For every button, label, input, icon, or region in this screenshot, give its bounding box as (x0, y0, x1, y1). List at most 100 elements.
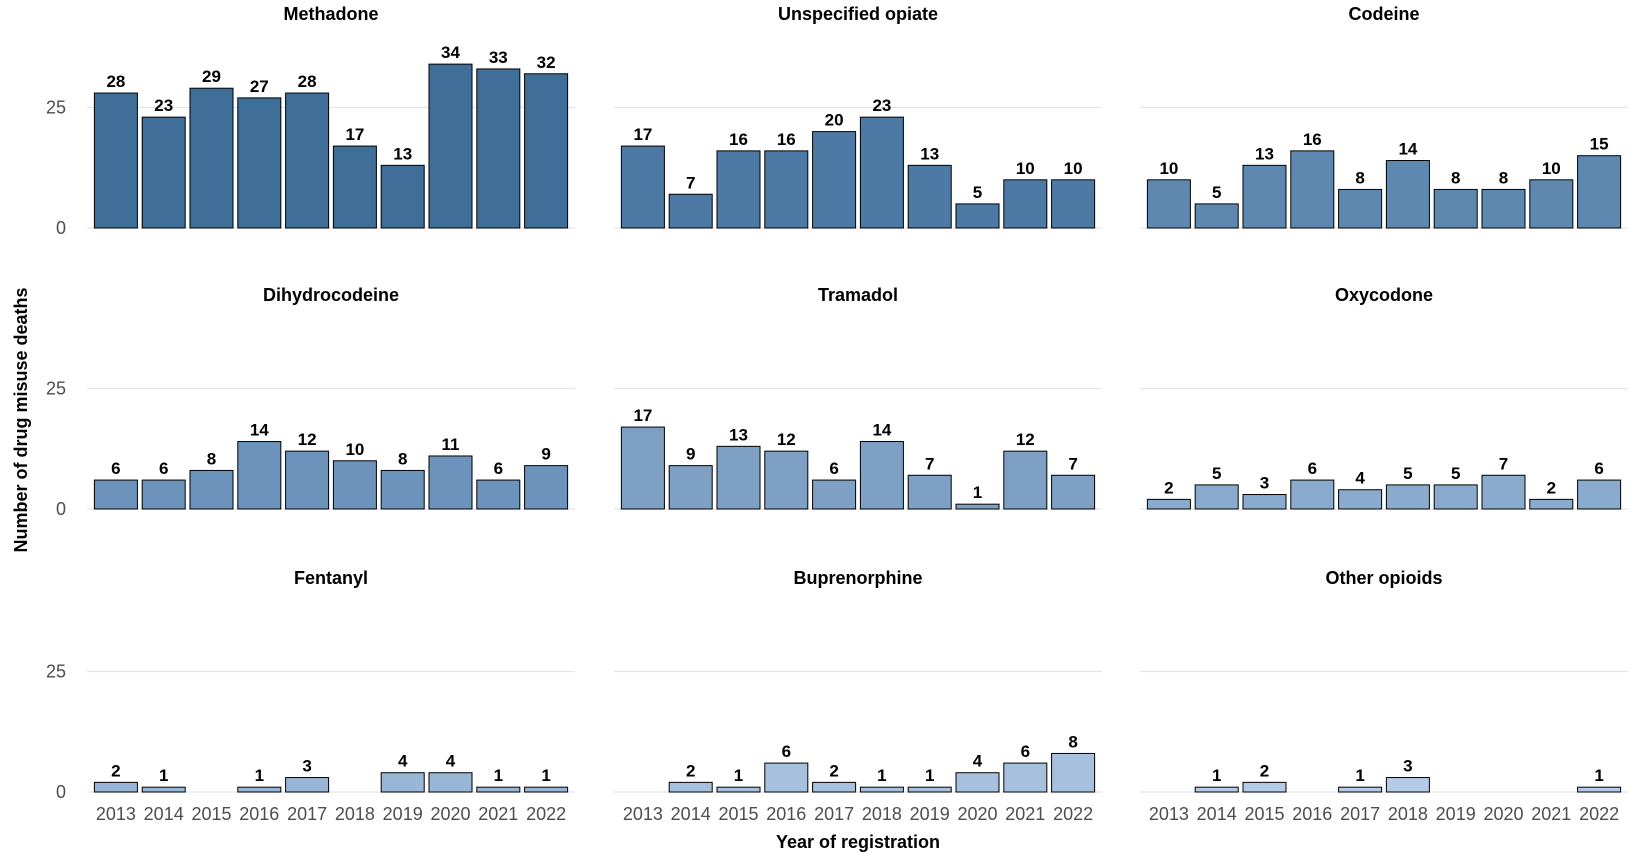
bar-2019 (907, 164, 952, 229)
bar-2013 (93, 479, 138, 510)
bar-value-label: 12 (777, 430, 796, 449)
facet-panel-buprenorphine: Buprenorphine 2 1 6 2 1 1 4 6 8 2013 2014 2015 2016 20… (614, 568, 1102, 824)
facet-title: Buprenorphine (794, 568, 923, 588)
bar-value-label: 14 (1398, 140, 1417, 159)
x-tick-label: 2015 (718, 804, 758, 824)
y-tick-label: 25 (46, 98, 66, 118)
bar-value-label: 2 (111, 761, 120, 780)
bar-2021 (476, 68, 521, 229)
x-tick-label: 2013 (96, 804, 136, 824)
bar-value-label: 16 (777, 130, 796, 149)
facet-title: Dihydrocodeine (263, 285, 399, 305)
bar-2020 (1481, 188, 1526, 229)
bar-value-label: 13 (920, 144, 939, 163)
bar-value-label: 34 (441, 43, 460, 62)
bar-value-label: 14 (250, 421, 269, 440)
x-tick-label: 2016 (766, 804, 806, 824)
bar-value-label: 7 (1068, 454, 1077, 473)
bar-2016 (1290, 150, 1335, 229)
bar-value-label: 8 (1068, 732, 1077, 751)
bar-2014 (668, 465, 713, 510)
x-tick-label: 2022 (526, 804, 566, 824)
y-tick-label: 25 (46, 662, 66, 682)
bar-value-label: 6 (494, 459, 503, 478)
bar-2019 (1433, 188, 1478, 229)
bar-2021 (1529, 179, 1574, 229)
bar-value-label: 23 (154, 96, 173, 115)
y-axis-title: Number of drug misuse deaths (11, 287, 31, 552)
facet-title: Codeine (1348, 4, 1419, 24)
bar-2014 (668, 781, 713, 793)
bar-2015 (716, 150, 761, 229)
bar-value-label: 20 (825, 111, 844, 130)
x-tick-label: 2022 (1579, 804, 1619, 824)
bar-2019 (1433, 484, 1478, 510)
bar-2019 (907, 786, 952, 793)
bar-2015 (716, 786, 761, 793)
x-tick-label: 2014 (1197, 804, 1237, 824)
x-tick-label: 2017 (814, 804, 854, 824)
bar-value-label: 12 (298, 430, 317, 449)
x-tick-label: 2018 (335, 804, 375, 824)
facet-title: Tramadol (818, 285, 898, 305)
x-tick-label: 2022 (1053, 804, 1093, 824)
facet-panel-tramadol: Tramadol 17 9 13 12 6 14 7 1 12 7 (614, 285, 1102, 510)
bar-value-label: 27 (250, 77, 269, 96)
bar-2018 (1385, 777, 1430, 793)
bar-2018 (332, 460, 377, 510)
bar-value-label: 33 (489, 48, 508, 67)
bar-value-label: 17 (633, 406, 652, 425)
bar-2015 (1242, 781, 1287, 793)
x-tick-label: 2019 (383, 804, 423, 824)
x-tick-label: 2018 (862, 804, 902, 824)
bar-value-label: 8 (398, 449, 407, 468)
bar-value-label: 7 (925, 454, 934, 473)
bar-2021 (1003, 762, 1048, 793)
bar-2018 (859, 441, 904, 510)
bar-2016 (764, 450, 809, 510)
bar-2019 (907, 474, 952, 510)
bar-2020 (1481, 474, 1526, 510)
bar-2017 (285, 92, 330, 229)
bar-2017 (1338, 786, 1383, 793)
bar-value-label: 5 (973, 183, 982, 202)
bar-value-label: 8 (1499, 168, 1508, 187)
bar-2022 (1577, 155, 1622, 229)
bar-value-label: 12 (1016, 430, 1035, 449)
facet-panel-other-opioids: Other opioids 1 2 1 3 1 2013 2014 2015 2016 2017 20… (1140, 568, 1628, 824)
bar-value-label: 13 (1255, 144, 1274, 163)
bar-value-label: 28 (298, 72, 317, 91)
bar-value-label: 5 (1212, 183, 1221, 202)
x-tick-label: 2019 (1436, 804, 1476, 824)
x-tick-label: 2020 (957, 804, 997, 824)
bar-value-label: 13 (393, 144, 412, 163)
bar-2015 (189, 87, 234, 229)
bar-2020 (428, 63, 473, 229)
bar-value-label: 3 (1403, 757, 1412, 776)
bar-2018 (1385, 160, 1430, 229)
bar-value-label: 7 (686, 173, 695, 192)
facet-title: Other opioids (1326, 568, 1443, 588)
bar-value-label: 6 (111, 459, 120, 478)
bar-value-label: 1 (925, 766, 934, 785)
facet-panel-dihydrocodeine: 0 25 Dihydrocodeine 6 6 8 14 12 10 8 11 6 9 (46, 285, 575, 519)
bar-2015 (1242, 494, 1287, 510)
bar-2014 (141, 116, 186, 229)
bar-value-label: 2 (829, 761, 838, 780)
bar-value-label: 7 (1499, 454, 1508, 473)
bar-value-label: 1 (541, 766, 550, 785)
x-tick-label: 2015 (1244, 804, 1284, 824)
bar-value-label: 3 (302, 757, 311, 776)
y-tick-label: 0 (56, 499, 66, 519)
x-tick-label: 2017 (1340, 804, 1380, 824)
bar-2020 (428, 772, 473, 793)
bar-value-label: 10 (1159, 159, 1178, 178)
x-tick-label: 2013 (623, 804, 663, 824)
bar-2021 (1003, 450, 1048, 510)
bar-2013 (1146, 179, 1191, 229)
x-tick-label: 2020 (1483, 804, 1523, 824)
bar-2020 (955, 203, 1000, 229)
bar-2020 (955, 503, 1000, 510)
bar-2017 (1338, 188, 1383, 229)
